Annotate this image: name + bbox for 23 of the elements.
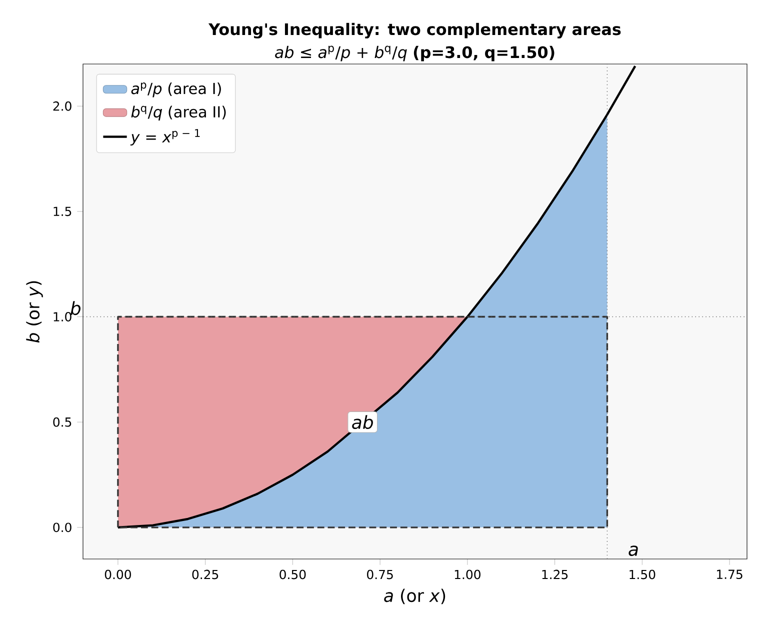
x-axis-title: a (or x) [384, 588, 446, 604]
ref-line-label: a [628, 546, 638, 556]
ref-line-label: b [70, 301, 80, 316]
x-tick-label: 1.50 [630, 570, 656, 580]
legend-label: a$^{p}$/p (area I) [131, 82, 221, 98]
x-tick-label: 1.25 [542, 570, 568, 580]
x-tick-label: 1.75 [717, 570, 742, 580]
x-tick-label: 0.50 [280, 570, 306, 580]
legend-label: y = x$^{p − 1}$ [130, 129, 200, 146]
y-tick-label: 0.0 [53, 522, 72, 532]
chart-title: Young's Inequality: two complementary areas [208, 22, 621, 38]
x-tick-label: 0.75 [367, 570, 393, 580]
text: ab ≤ a$^{p}$/p + b$^{q}$/q (p=3.0, q=1.50) [275, 46, 554, 62]
y-axis-title: b (or y) [26, 281, 43, 343]
x-tick-label: 0.00 [104, 570, 131, 580]
y-tick-label: 2.0 [53, 101, 72, 111]
annotation: ab [352, 415, 373, 430]
x-tick-label: 0.25 [192, 570, 218, 580]
legend-label: b$^{q}$/q (area II) [131, 106, 226, 120]
y-tick-label: 1.5 [54, 206, 72, 216]
x-tick-label: 1.00 [454, 570, 480, 580]
y-tick-label: 1.0 [54, 312, 72, 322]
y-tick-label: 0.5 [53, 417, 72, 427]
